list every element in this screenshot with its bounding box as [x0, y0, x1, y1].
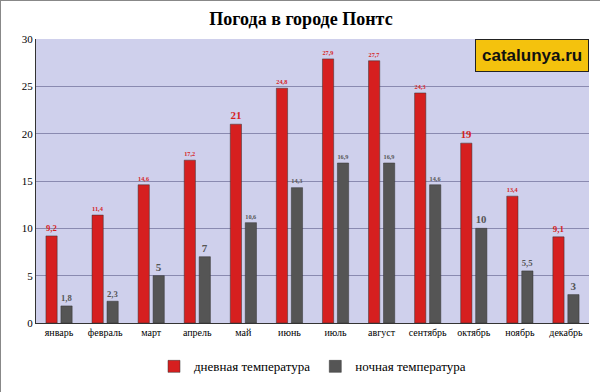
- svg-text:24,8: 24,8: [276, 78, 287, 85]
- svg-text:январь: январь: [45, 327, 74, 338]
- svg-text:30: 30: [22, 33, 34, 45]
- svg-text:июнь: июнь: [278, 327, 301, 338]
- svg-text:16,9: 16,9: [384, 153, 395, 160]
- svg-text:декабрь: декабрь: [549, 327, 583, 338]
- svg-text:5: 5: [156, 261, 162, 273]
- svg-text:июль: июль: [324, 327, 347, 338]
- svg-text:25: 25: [22, 80, 34, 92]
- svg-text:14,6: 14,6: [138, 175, 149, 182]
- svg-text:catalunya.ru: catalunya.ru: [482, 46, 582, 65]
- svg-text:27,9: 27,9: [322, 49, 333, 56]
- svg-text:14,6: 14,6: [430, 175, 441, 182]
- svg-text:7: 7: [202, 242, 208, 254]
- svg-text:сентябрь: сентябрь: [409, 327, 447, 338]
- svg-text:24,3: 24,3: [415, 83, 426, 90]
- svg-text:2,3: 2,3: [107, 289, 118, 299]
- svg-text:октябрь: октябрь: [457, 327, 491, 338]
- svg-text:ноябрь: ноябрь: [505, 327, 535, 338]
- svg-text:март: март: [141, 327, 162, 338]
- svg-text:май: май: [235, 327, 252, 338]
- svg-text:10: 10: [476, 213, 487, 225]
- svg-text:11,4: 11,4: [92, 205, 104, 212]
- svg-text:5: 5: [27, 270, 33, 282]
- svg-text:21: 21: [230, 109, 241, 121]
- svg-text:5,5: 5,5: [522, 258, 533, 268]
- svg-text:15: 15: [22, 175, 34, 187]
- svg-text:август: август: [368, 327, 396, 338]
- svg-text:ночная температура: ночная температура: [355, 359, 465, 374]
- svg-text:дневная температура: дневная температура: [194, 359, 310, 374]
- svg-text:февраль: февраль: [88, 327, 123, 338]
- svg-text:апрель: апрель: [183, 327, 212, 338]
- svg-text:9,1: 9,1: [553, 224, 565, 234]
- svg-text:1,8: 1,8: [61, 293, 72, 303]
- svg-text:10: 10: [22, 222, 34, 234]
- svg-text:27,7: 27,7: [369, 51, 380, 58]
- svg-text:14,3: 14,3: [291, 177, 302, 184]
- svg-text:3: 3: [570, 280, 576, 292]
- svg-text:9,2: 9,2: [46, 223, 57, 233]
- svg-text:17,2: 17,2: [184, 150, 195, 157]
- svg-text:16,9: 16,9: [337, 153, 348, 160]
- svg-text:10,6: 10,6: [245, 213, 256, 220]
- svg-text:19: 19: [461, 128, 472, 140]
- svg-text:0: 0: [27, 317, 33, 329]
- svg-text:13,4: 13,4: [507, 186, 519, 193]
- svg-text:20: 20: [22, 128, 34, 140]
- svg-text:Погода в городе Понтс: Погода в городе Понтс: [209, 9, 392, 29]
